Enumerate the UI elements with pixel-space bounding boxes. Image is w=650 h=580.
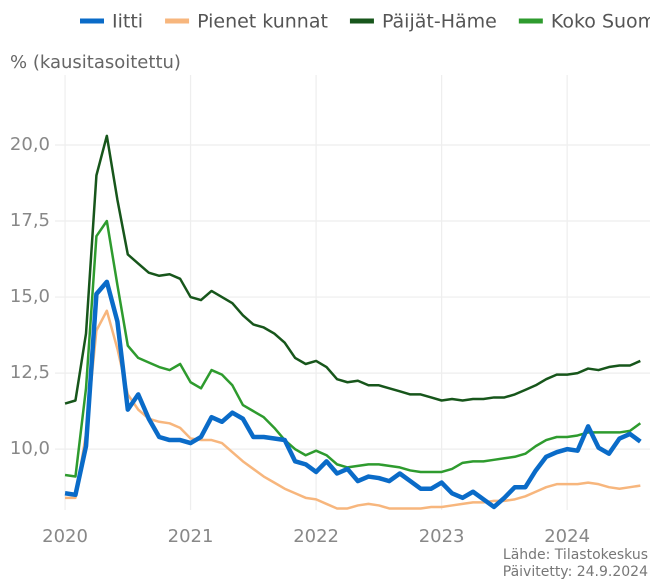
x-tick-label: 2022 [293,526,339,547]
legend-label: Koko Suomi [551,11,650,33]
legend-label: Iitti [112,11,143,33]
x-tick-label: 2023 [419,526,465,547]
y-tick-label: 17,5 [10,210,50,231]
x-tick-label: 2021 [168,526,214,547]
y-axis-label: % (kausitasoitettu) [10,52,181,73]
series-line [64,279,642,510]
series-line [64,134,641,405]
series-line [65,309,641,510]
updated: Päivitetty: 24.9.2024 [503,564,648,580]
source: Lähde: Tilastokeskus [503,547,648,563]
x-tick-label: 2020 [42,526,88,547]
legend-label: Pienet kunnat [197,11,328,33]
series-line [64,219,642,478]
y-tick-label: 12,5 [10,362,50,383]
y-tick-label: 20,0 [10,134,50,155]
y-tick-label: 10,0 [10,438,50,459]
y-tick-label: 15,0 [10,286,50,307]
x-tick-label: 2024 [544,526,590,547]
legend-label: Päijät-Häme [382,11,497,33]
